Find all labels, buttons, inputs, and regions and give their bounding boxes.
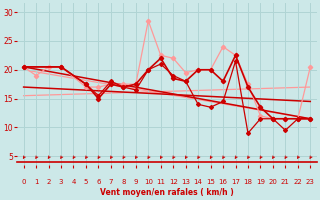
X-axis label: Vent moyen/en rafales ( km/h ): Vent moyen/en rafales ( km/h ) <box>100 188 234 197</box>
